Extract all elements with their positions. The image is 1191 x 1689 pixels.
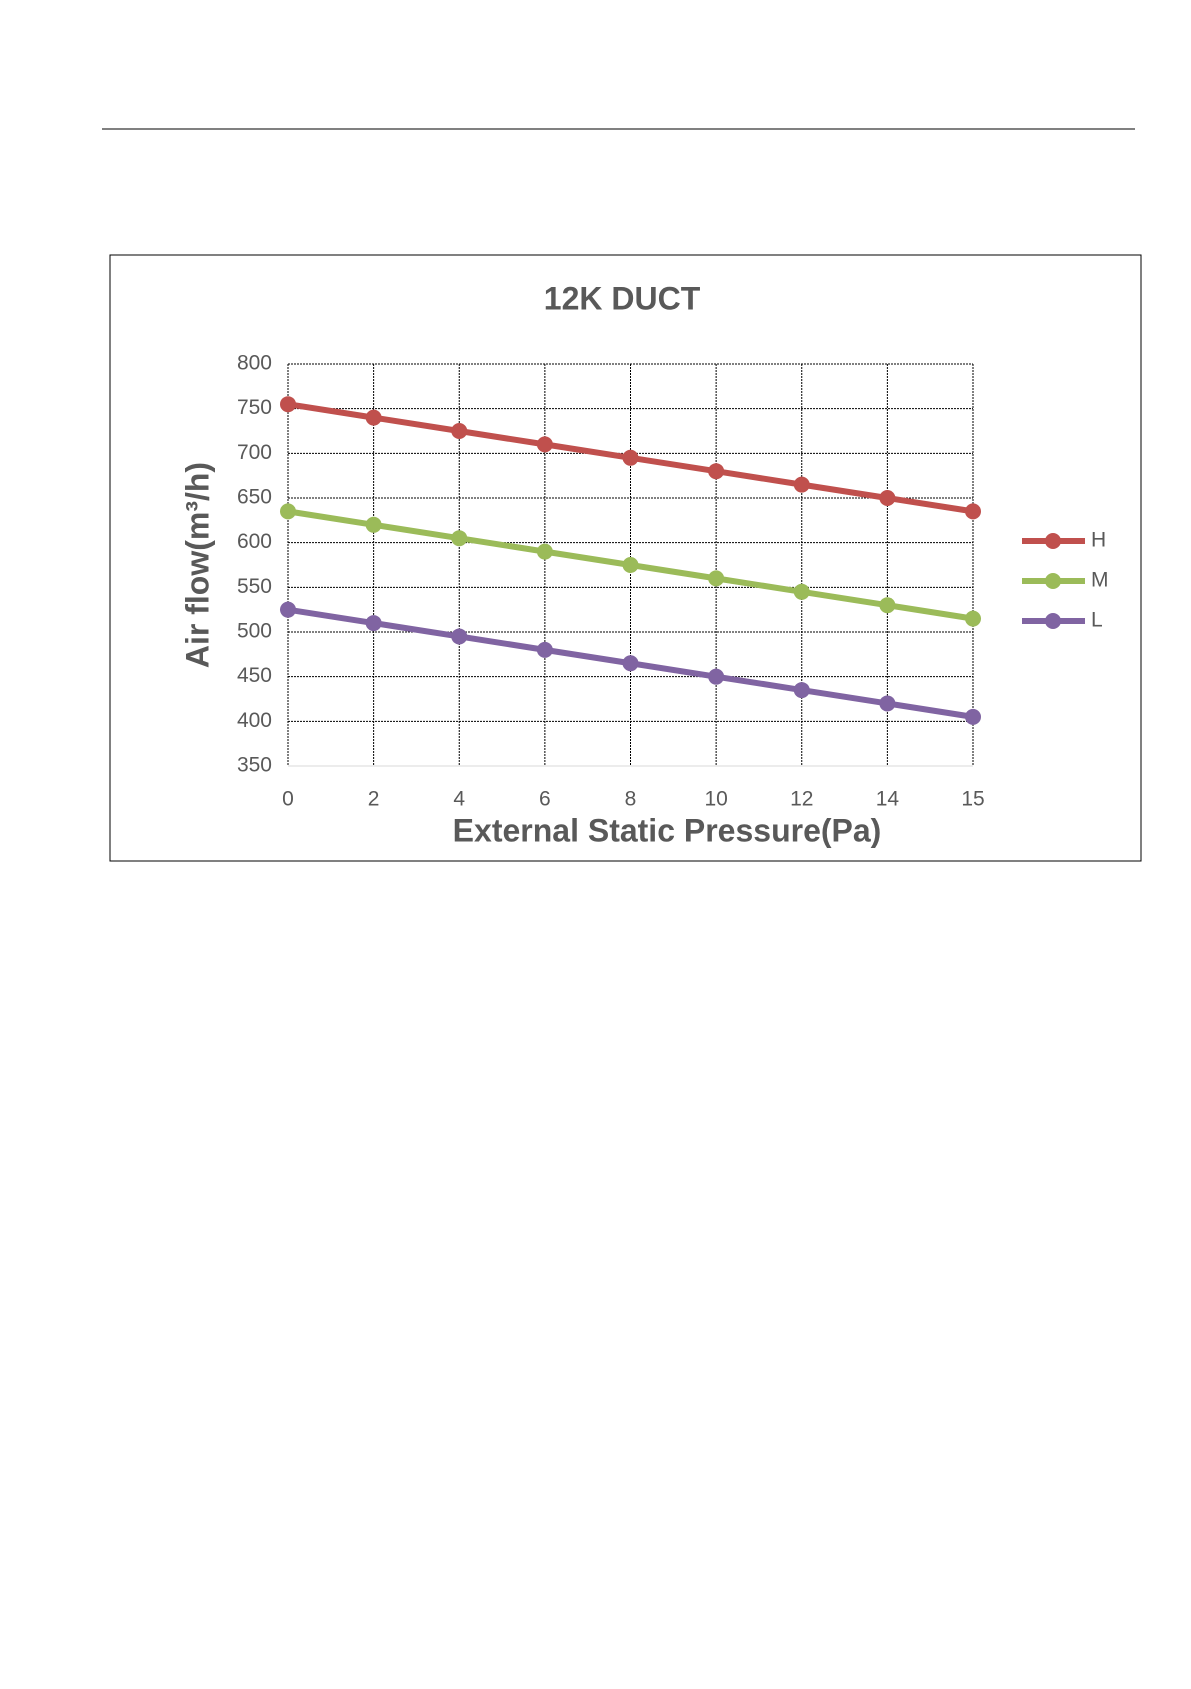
data-point (365, 516, 382, 533)
y-tick-label: 650 (237, 486, 272, 509)
x-tick-label: 12 (790, 788, 813, 811)
data-point (622, 655, 639, 672)
data-point (622, 449, 639, 466)
data-point (622, 557, 639, 573)
y-axis-title: Air flow(m³/h) (179, 462, 215, 668)
chart-title: 12K DUCT (544, 280, 701, 316)
y-tick-label: 600 (237, 530, 272, 553)
data-point (365, 409, 382, 426)
x-tick-label: 4 (453, 788, 465, 811)
legend-label: H (1091, 529, 1106, 552)
legend-label: L (1091, 609, 1103, 632)
data-point (965, 503, 981, 520)
x-tick-label: 15 (961, 788, 984, 811)
data-point (536, 543, 553, 560)
y-tick-label: 550 (237, 575, 272, 598)
x-tick-label: 10 (704, 788, 727, 811)
data-point (451, 530, 468, 547)
data-point (451, 628, 468, 645)
data-point (536, 436, 553, 453)
y-tick-label: 500 (237, 620, 272, 643)
data-point (536, 641, 553, 658)
data-point (793, 476, 810, 493)
data-point (965, 708, 981, 725)
y-tick-label: 400 (237, 709, 272, 732)
y-tick-label: 750 (237, 396, 272, 419)
plot: 350 400 450 500 550 600 650 700 750 800 0 2 4 6 8 10 12 1… (237, 352, 1109, 811)
data-point (708, 463, 725, 480)
data-point (280, 503, 296, 520)
data-point (879, 695, 896, 712)
y-tick-label: 350 (237, 754, 272, 777)
chart-frame (109, 254, 1142, 862)
data-point (879, 490, 896, 506)
data-point (965, 610, 981, 627)
y-tick-label: 700 (237, 441, 272, 464)
data-point (879, 597, 896, 614)
x-tick-label: 6 (539, 788, 551, 811)
data-point (793, 682, 810, 699)
x-tick-label: 0 (282, 788, 294, 811)
data-point (708, 570, 725, 587)
y-tick-label: 800 (237, 352, 272, 375)
data-point (365, 615, 382, 632)
data-point (280, 601, 296, 618)
legend-marker (1045, 613, 1061, 629)
legend-marker (1045, 533, 1061, 549)
x-axis-title: External Static Pressure(Pa) (453, 812, 882, 848)
data-point (280, 396, 296, 413)
data-point (793, 583, 810, 600)
x-tick-label: 8 (625, 788, 637, 811)
y-tick-label: 450 (237, 664, 272, 687)
legend-label: M (1091, 569, 1109, 592)
x-tick-label: 2 (368, 788, 380, 811)
legend-marker (1045, 573, 1061, 589)
data-point (451, 423, 468, 439)
data-point (708, 668, 725, 685)
x-tick-label: 14 (876, 788, 900, 811)
